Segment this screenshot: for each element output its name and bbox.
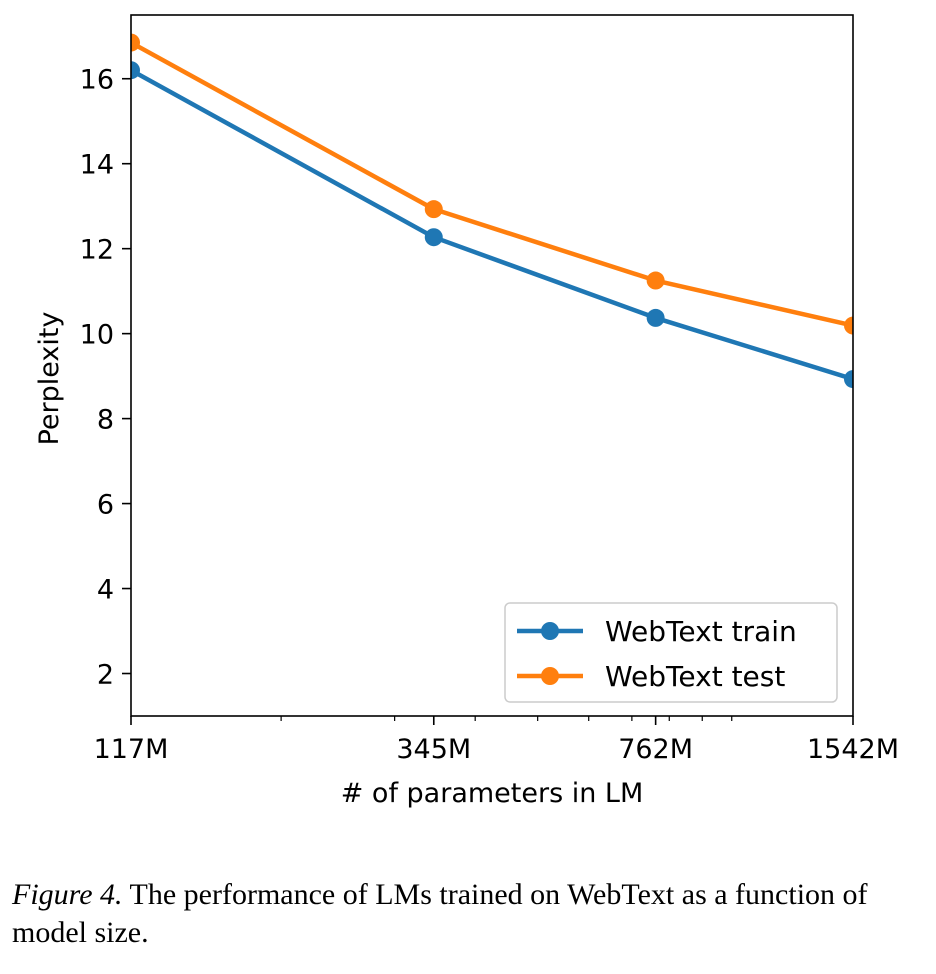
series-line (131, 40, 853, 328)
data-point (424, 228, 443, 247)
y-tick-label: 14 (80, 150, 114, 181)
line-chart: 2 4 6 8 10 12 14 16 117M 345M 762M 1542M Perplexit… (34, 14, 899, 809)
data-point (424, 200, 443, 219)
legend: WebText train WebText test (504, 602, 838, 703)
data-point (844, 316, 853, 335)
legend-marker (541, 667, 559, 685)
y-axis: 2 4 6 8 10 12 14 16 (80, 65, 131, 691)
y-tick-label: 12 (80, 235, 114, 266)
figure-label: Figure 4. (12, 878, 123, 911)
figure-caption: Figure 4. The performance of LMs trained… (12, 876, 930, 952)
series-line (131, 68, 853, 382)
data-point (131, 61, 140, 80)
x-axis-title: # of parameters in LM (341, 778, 644, 809)
legend-box (504, 602, 838, 703)
y-tick-label: 6 (97, 490, 114, 521)
series-layer (131, 33, 853, 389)
series-group (131, 33, 853, 389)
caption-text: The performance of LMs trained on WebTex… (12, 878, 868, 949)
y-tick-label: 8 (97, 405, 114, 436)
legend-label: WebText train (605, 615, 797, 648)
y-tick-label: 10 (80, 320, 114, 351)
y-tick-label: 2 (97, 660, 114, 691)
data-point (844, 370, 853, 389)
x-tick-label: 117M (94, 734, 169, 765)
x-tick-label: 1542M (807, 734, 899, 765)
x-axis: 117M 345M 762M 1542M (94, 716, 899, 765)
x-tick-label: 762M (618, 734, 693, 765)
y-tick-label: 4 (97, 575, 114, 606)
legend-label: WebText test (605, 660, 785, 693)
y-axis-title: Perplexity (34, 312, 65, 446)
data-point (131, 33, 140, 52)
y-tick-label: 16 (80, 65, 114, 96)
x-tick-label: 345M (396, 734, 471, 765)
data-point (646, 271, 665, 290)
plot-frame (130, 14, 854, 717)
data-point (646, 308, 665, 327)
legend-marker (541, 622, 559, 640)
